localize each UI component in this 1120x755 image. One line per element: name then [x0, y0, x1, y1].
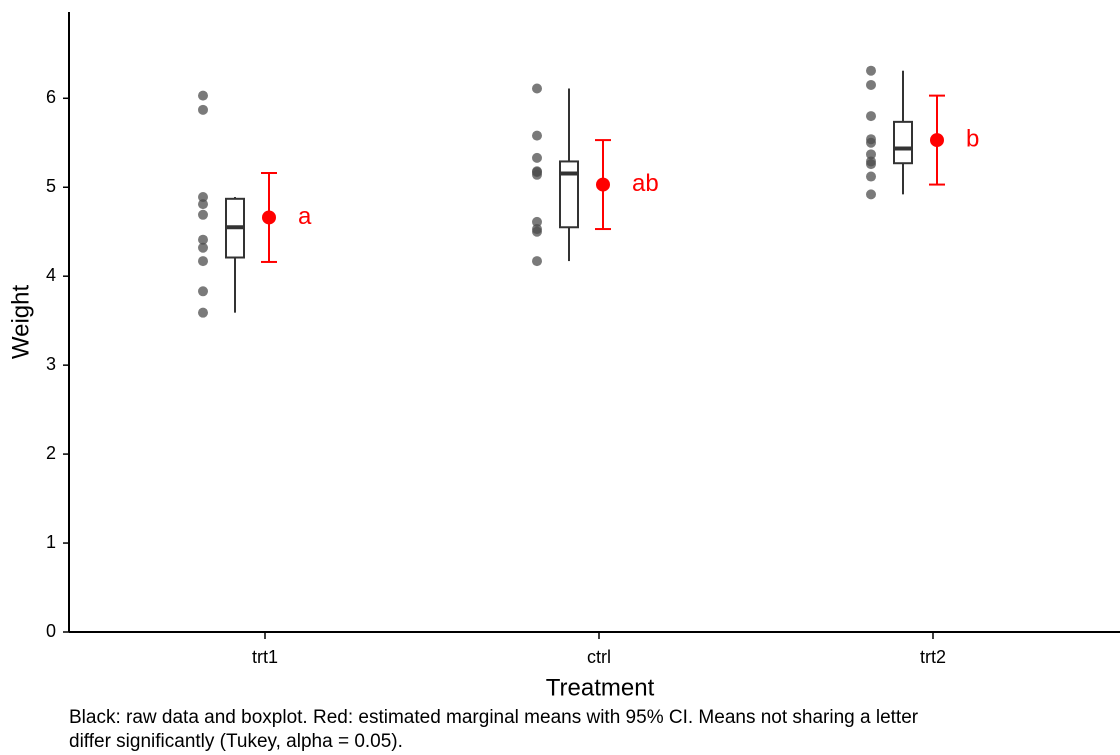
box: [893, 120, 913, 165]
raw-point: [198, 286, 208, 297]
raw-point: [198, 104, 208, 115]
raw-point: [198, 256, 208, 267]
x-tick-label: trt2: [920, 647, 946, 667]
y-tick-label: 3: [46, 354, 56, 374]
raw-point: [532, 256, 542, 267]
x-tick-label: ctrl: [587, 647, 611, 667]
mean-point: [596, 177, 610, 192]
y-tick-label: 2: [46, 443, 56, 463]
raw-point: [866, 189, 876, 200]
raw-point: [866, 111, 876, 122]
x-tick-label: trt1: [252, 647, 278, 667]
raw-point: [866, 149, 876, 160]
raw-point: [198, 209, 208, 220]
caption: differ significantly (Tukey, alpha = 0.0…: [69, 731, 403, 752]
x-axis-label: Treatment: [546, 674, 655, 701]
y-tick-label: 0: [46, 621, 56, 641]
raw-point: [198, 307, 208, 318]
raw-point: [532, 216, 542, 227]
raw-point: [198, 234, 208, 245]
y-tick-label: 6: [46, 87, 56, 107]
group-letter: a: [298, 203, 312, 230]
mean-point: [262, 210, 276, 225]
raw-point: [198, 192, 208, 203]
raw-point: [532, 169, 542, 180]
y-tick-label: 4: [46, 265, 56, 285]
raw-point: [532, 83, 542, 94]
raw-point: [866, 79, 876, 90]
y-tick-label: 1: [46, 532, 56, 552]
raw-point: [198, 90, 208, 101]
y-tick-label: 5: [46, 176, 56, 196]
raw-point: [532, 130, 542, 141]
group-letter: b: [966, 125, 979, 152]
mean-point: [930, 133, 944, 148]
box: [559, 160, 579, 229]
raw-point: [866, 171, 876, 182]
raw-point: [532, 152, 542, 163]
raw-point: [866, 137, 876, 148]
raw-point: [866, 65, 876, 76]
raw-point: [532, 224, 542, 235]
y-axis-label: Weight: [7, 285, 34, 360]
raw-point: [198, 199, 208, 210]
raw-point: [866, 159, 876, 170]
caption: Black: raw data and boxplot. Red: estima…: [69, 707, 919, 728]
group-letter: ab: [632, 170, 659, 197]
raw-point: [198, 242, 208, 253]
